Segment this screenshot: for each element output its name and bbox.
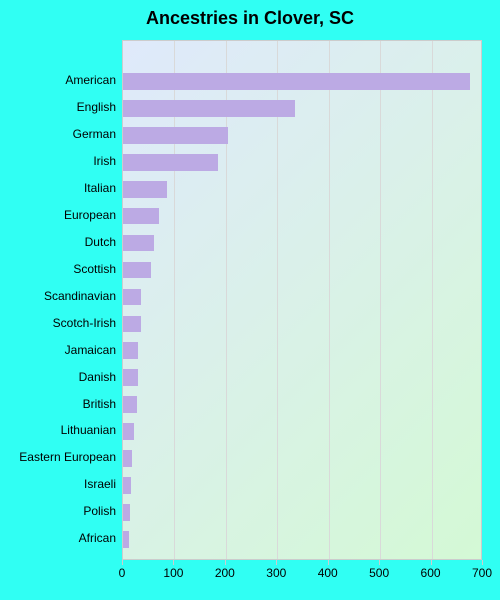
bar (123, 396, 137, 413)
y-category-label: Irish (93, 154, 116, 168)
y-category-label: Danish (79, 370, 116, 384)
chart-title: Ancestries in Clover, SC (0, 8, 500, 29)
y-category-label: Dutch (85, 235, 116, 249)
y-category-label: Polish (83, 504, 116, 518)
x-tick-label: 200 (215, 566, 235, 580)
y-category-label: English (77, 100, 116, 114)
chart-page: Ancestries in Clover, SC City-Data.com 0… (0, 0, 500, 600)
bar (123, 73, 470, 90)
gridline (432, 41, 433, 559)
bar (123, 208, 159, 225)
bar (123, 423, 134, 440)
x-tick-label: 400 (318, 566, 338, 580)
bar (123, 342, 138, 359)
y-category-label: Scotch-Irish (53, 316, 116, 330)
x-tick-label: 0 (119, 566, 126, 580)
x-tick (225, 560, 226, 565)
bar (123, 262, 151, 279)
x-tick (328, 560, 329, 565)
x-tick (482, 560, 483, 565)
y-category-label: British (83, 397, 116, 411)
y-category-label: African (79, 531, 116, 545)
gridline (277, 41, 278, 559)
y-category-label: Italian (84, 181, 116, 195)
bar (123, 504, 130, 521)
gridline (329, 41, 330, 559)
bar (123, 477, 131, 494)
plot-area (122, 40, 482, 560)
y-category-label: Eastern European (19, 450, 116, 464)
bar (123, 369, 138, 386)
bar (123, 235, 154, 252)
bar (123, 316, 141, 333)
bar (123, 450, 132, 467)
x-tick (173, 560, 174, 565)
x-tick-label: 100 (163, 566, 183, 580)
x-tick (379, 560, 380, 565)
y-category-label: Israeli (84, 477, 116, 491)
x-tick-label: 300 (266, 566, 286, 580)
bar (123, 154, 218, 171)
x-tick (276, 560, 277, 565)
bar (123, 289, 141, 306)
y-category-label: Lithuanian (61, 423, 116, 437)
gridline (380, 41, 381, 559)
gridline (174, 41, 175, 559)
y-category-label: European (64, 208, 116, 222)
x-tick-label: 700 (472, 566, 492, 580)
y-category-label: German (73, 127, 116, 141)
x-tick-label: 600 (421, 566, 441, 580)
bar (123, 127, 228, 144)
y-category-label: American (65, 73, 116, 87)
y-category-label: Jamaican (65, 343, 116, 357)
y-category-label: Scottish (73, 262, 116, 276)
x-tick-label: 500 (369, 566, 389, 580)
gridline (226, 41, 227, 559)
bar (123, 531, 129, 548)
bar (123, 100, 295, 117)
y-category-label: Scandinavian (44, 289, 116, 303)
x-tick (122, 560, 123, 565)
x-tick (431, 560, 432, 565)
bar (123, 181, 167, 198)
